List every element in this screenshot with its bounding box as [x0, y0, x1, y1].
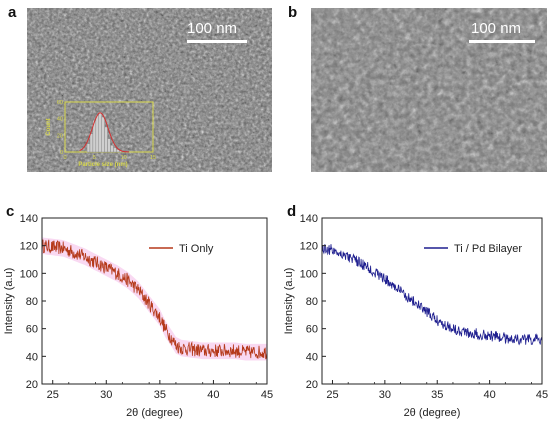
series-line: [41, 239, 268, 360]
inset-bar: [98, 111, 102, 153]
y-axis-label: Intensity (a.u): [283, 268, 295, 335]
y-tick-label: 120: [20, 241, 38, 253]
xrd-chart-ti-pd: 25 30 35 40 45 20 40 60 80 100 120 140 2θ (degree) In…: [283, 213, 548, 419]
inset-bar: [86, 143, 91, 153]
y-tick-label: 60: [26, 324, 38, 336]
x-tick-label: 35: [431, 389, 443, 401]
x-axis-label: 2θ (degree): [404, 407, 461, 419]
scalebar-label-b: 100 nm: [471, 20, 522, 37]
inset-bar: [110, 145, 114, 153]
inset-histogram: 0 5 10 15 0 20 40 60 Particle size (nm) Count: [46, 100, 156, 168]
y-tick-label: 80: [306, 296, 318, 308]
panel-letter-b: b: [288, 4, 298, 21]
y-tick-label: 40: [306, 351, 318, 363]
panel-letter-c: c: [6, 203, 15, 220]
panel-letter-d: d: [287, 203, 297, 220]
y-tick-label: 100: [300, 268, 318, 280]
inset-bar: [101, 116, 105, 153]
y-tick-label: 20: [26, 379, 38, 391]
y-tick-label: 140: [300, 213, 318, 225]
x-tick-label: 45: [261, 389, 273, 401]
series-line: [321, 244, 543, 346]
y-tick-label: 40: [26, 351, 38, 363]
inset-x-tick-label: 10: [121, 155, 127, 161]
x-tick-label: 35: [154, 389, 166, 401]
sem-texture-a: [27, 8, 272, 172]
x-axis-label: 2θ (degree): [126, 407, 183, 419]
inset-y-tick-label: 20: [57, 133, 63, 139]
inset-bar: [95, 115, 99, 153]
inset-fit-line: [79, 112, 129, 153]
x-tick-label: 30: [379, 389, 391, 401]
x-tick-label: 45: [536, 389, 548, 401]
inset-x-axis-label: Particle size (nm): [78, 162, 127, 168]
scalebar-label-a: 100 nm: [187, 20, 238, 37]
y-tick-label: 100: [20, 268, 38, 280]
x-tick-label: 40: [483, 389, 495, 401]
x-tick-label: 40: [207, 389, 219, 401]
scalebar-a: [187, 40, 247, 43]
sem-image-b: 100 nm: [311, 8, 547, 172]
scalebar-b: [469, 40, 535, 43]
y-axis-label: Intensity (a.u): [3, 268, 15, 335]
x-tick-label: 25: [47, 389, 59, 401]
x-tick-label: 25: [326, 389, 338, 401]
inset-bar: [89, 133, 93, 153]
inset-bar: [113, 147, 117, 153]
inset-bar: [107, 138, 111, 153]
sem-texture-b: [311, 8, 547, 172]
legend-label: Ti / Pd Bilayer: [454, 243, 522, 255]
inset-bar: [104, 126, 108, 153]
panel-letter-a: a: [8, 4, 17, 21]
inset-y-tick-label: 40: [57, 117, 63, 123]
inset-y-axis-label: Count: [46, 118, 52, 135]
series-band: [42, 237, 267, 361]
y-tick-label: 120: [300, 241, 318, 253]
sem-image-a: 100 nm 0 5 10 15 0 20 40 60 Particle size (nm) Co…: [27, 8, 272, 172]
legend-label: Ti Only: [179, 243, 214, 255]
inset-y-tick-label: 60: [57, 100, 63, 106]
y-tick-label: 140: [20, 213, 38, 225]
inset-y-tick-label: 0: [60, 150, 63, 156]
y-tick-label: 80: [26, 296, 38, 308]
x-tick-label: 30: [100, 389, 112, 401]
inset-x-tick-label: 5: [93, 155, 96, 161]
inset-x-tick-label: 0: [63, 155, 66, 161]
y-tick-label: 20: [306, 379, 318, 391]
inset-x-tick-label: 15: [150, 155, 156, 161]
xrd-chart-ti-only: 25 30 35 40 45 20 40 60 80 100 120 140 2θ (degree) In…: [3, 213, 273, 419]
y-tick-label: 60: [306, 324, 318, 336]
